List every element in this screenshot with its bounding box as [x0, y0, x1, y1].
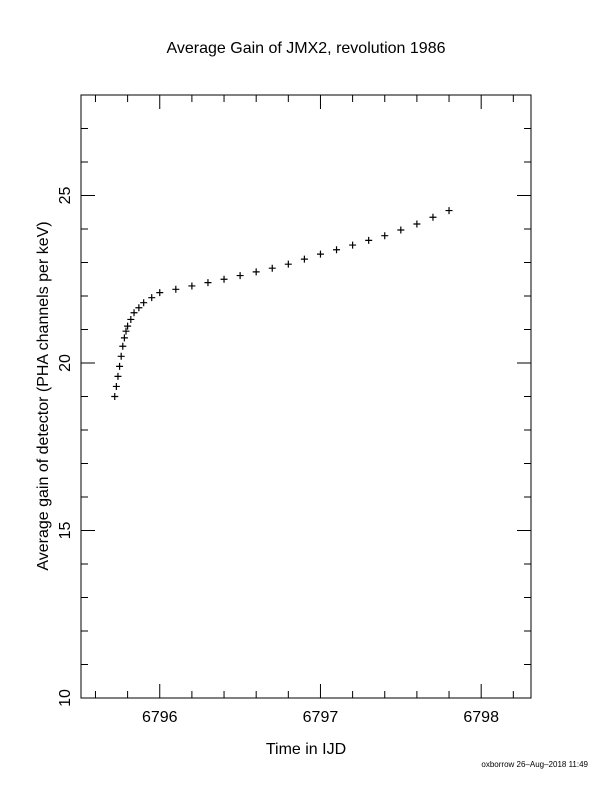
point: [381, 232, 389, 240]
point: [204, 279, 212, 287]
point: [413, 220, 421, 228]
x-tick-label: 6796: [142, 709, 178, 726]
point: [236, 272, 244, 280]
point: [316, 250, 324, 258]
y-tick-label: 25: [57, 187, 74, 205]
point: [300, 255, 308, 263]
point: [111, 393, 119, 400]
point: [114, 372, 122, 380]
point: [120, 334, 128, 342]
x-tick-label: 6797: [303, 709, 339, 726]
x-tick-label: 6798: [463, 709, 499, 726]
point: [220, 275, 228, 283]
point: [284, 260, 292, 268]
point: [333, 246, 341, 254]
point: [429, 213, 437, 221]
point: [135, 304, 143, 312]
footer: oxborrow 26–Aug–2018 11:49: [481, 760, 588, 769]
point: [397, 226, 405, 234]
point: [445, 207, 453, 215]
point: [156, 289, 164, 297]
point: [119, 342, 127, 350]
point: [252, 268, 260, 276]
y-tick-label: 20: [57, 354, 74, 372]
point: [117, 352, 125, 360]
point: [116, 362, 124, 370]
point: [130, 309, 138, 317]
x-axis-label: Time in IJD: [266, 741, 346, 758]
point: [365, 236, 373, 244]
chart-title: Average Gain of JMX2, revolution 1986: [167, 40, 446, 57]
point: [188, 282, 196, 290]
y-tick-label: 10: [57, 689, 74, 707]
point: [140, 299, 148, 307]
point: [172, 285, 180, 293]
y-tick-label: 15: [57, 522, 74, 540]
point: [268, 264, 276, 272]
point: [349, 241, 357, 249]
point: [122, 327, 130, 335]
point: [127, 315, 135, 323]
point: [148, 294, 156, 302]
point: [112, 382, 120, 390]
plot-frame: [80, 94, 532, 699]
point: [124, 322, 132, 330]
y-axis-label: Average gain of detector (PHA channels p…: [35, 221, 52, 570]
